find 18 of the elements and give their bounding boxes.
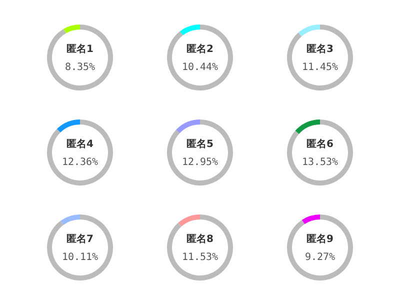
data-label: 11.45% (302, 62, 338, 73)
slice-label: 匿名3 (306, 43, 334, 55)
data-label: 13.53% (302, 157, 338, 168)
data-label: 10.44% (182, 62, 218, 73)
slice-label: 匿名6 (306, 138, 334, 150)
data-label: 12.95% (182, 157, 218, 168)
data-label: 10.11% (62, 252, 98, 263)
data-label: 9.27% (304, 252, 336, 263)
data-label: 8.35% (64, 62, 96, 73)
slice-label: 匿名2 (186, 43, 214, 55)
slice-label: 匿名5 (186, 138, 214, 150)
slice-label: 匿名4 (66, 138, 94, 150)
slice-label: 匿名7 (66, 233, 94, 245)
slice-label: 匿名1 (66, 43, 94, 55)
slice-label: 匿名9 (306, 233, 334, 245)
data-label: 11.53% (182, 252, 218, 263)
data-label: 12.36% (62, 157, 98, 168)
slice-label: 匿名8 (186, 233, 214, 245)
